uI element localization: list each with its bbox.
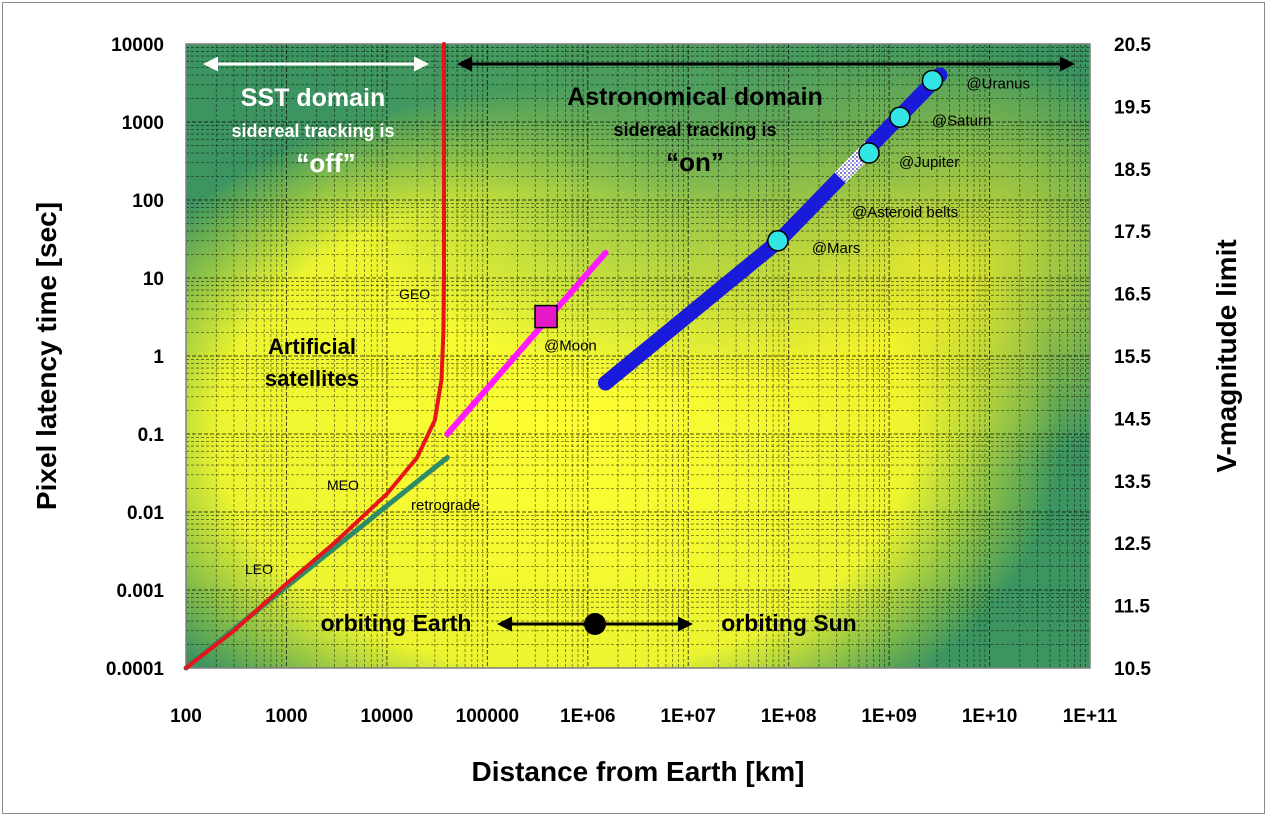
plot-border: [185, 43, 1091, 669]
planet-band-mid: [771, 170, 848, 249]
orbit-boundary-dot: [584, 613, 606, 635]
sst-tracking-line: sidereal tracking is: [231, 121, 394, 141]
x-tick-label: 1E+07: [660, 706, 715, 727]
y2-tick-label: 14.5: [1114, 409, 1151, 430]
x-tick-label: 100000: [456, 706, 519, 727]
x-tick-labels: 100 1000 10000 100000 1E+06 1E+07 1E+08 1E+09 1E…: [170, 706, 1117, 727]
astro-domain-label: Astronomical domain: [567, 83, 823, 111]
mars-marker: [767, 230, 789, 252]
uranus-marker: [921, 69, 944, 92]
y2-tick-label: 19.5: [1114, 97, 1151, 118]
y2-tick-label: 15.5: [1114, 347, 1151, 368]
saturn-label: @Saturn: [932, 112, 991, 129]
y2-tick-label: 10.5: [1114, 659, 1151, 680]
moon-line: [444, 249, 609, 437]
y2-tick-label: 13.5: [1114, 472, 1151, 493]
y-tick-label: 10: [143, 269, 164, 290]
y2-axis-title: V-magnitude limit: [1211, 239, 1242, 472]
y-tick-label: 0.0001: [106, 659, 165, 680]
moon-marker: [534, 304, 558, 329]
x-tick-label: 10000: [360, 706, 413, 727]
y2-tick-label: 20.5: [1114, 35, 1151, 56]
artificial-label-2: satellites: [265, 366, 359, 391]
leo-label: LEO: [245, 561, 273, 577]
y-tick-labels: 0.0001 0.001 0.01 0.1 1 10 100 1000 10000: [106, 35, 165, 680]
x-tick-label: 1E+10: [962, 706, 1017, 727]
x-tick-label: 1E+08: [761, 706, 816, 727]
x-tick-label: 1E+11: [1063, 706, 1118, 727]
orbiting-earth-label: orbiting Earth: [321, 610, 472, 636]
uranus-label: @Uranus: [966, 76, 1030, 93]
moon-label: @Moon: [544, 338, 597, 355]
y-tick-label: 1000: [122, 113, 164, 134]
x-tick-label: 1E+06: [560, 706, 615, 727]
sst-tracking-state: “off”: [296, 148, 355, 178]
asteroid-belts-label: @Asteroid belts: [852, 204, 958, 221]
x-tick-label: 1E+09: [861, 706, 916, 727]
geo-label: GEO: [399, 286, 430, 302]
prograde-line: [184, 42, 446, 670]
y-tick-label: 100: [132, 191, 164, 212]
y-tick-label: 0.001: [116, 581, 164, 602]
planet-band-inner: [597, 233, 787, 391]
artificial-label-1: Artificial: [268, 334, 356, 359]
mars-label: @Mars: [812, 240, 861, 257]
y-tick-label: 0.1: [138, 425, 165, 446]
y2-tick-label: 18.5: [1114, 160, 1151, 181]
x-tick-label: 100: [170, 706, 202, 727]
jupiter-marker: [858, 142, 880, 164]
x-axis-title: Distance from Earth [km]: [472, 756, 805, 787]
y-tick-label: 10000: [111, 35, 164, 56]
sst-domain-label: SST domain: [241, 84, 385, 112]
astro-tracking-state: “on”: [666, 147, 724, 177]
x-tick-label: 1000: [265, 706, 307, 727]
y2-tick-label: 11.5: [1114, 597, 1150, 618]
saturn-marker: [889, 106, 911, 129]
y-tick-label: 0.01: [127, 503, 164, 524]
y2-tick-labels: 10.5 11.5 12.5 13.5 14.5 15.5 16.5 17.5 18.5 19.5…: [1114, 35, 1151, 680]
y2-tick-label: 12.5: [1114, 534, 1151, 555]
y-tick-label: 1: [153, 347, 164, 368]
orbiting-sun-label: orbiting Sun: [721, 610, 856, 636]
marker-layer: @Moon @Mars @Jupiter @Saturn @Uranus: [534, 69, 1030, 355]
jupiter-label: @Jupiter: [899, 154, 959, 171]
meo-label: MEO: [327, 477, 359, 493]
astro-tracking-line: sidereal tracking is: [613, 120, 776, 140]
retrograde-label: retrograde: [411, 497, 480, 514]
y-axis-title: Pixel latency time [sec]: [31, 202, 62, 510]
y2-tick-label: 17.5: [1114, 222, 1151, 243]
y2-tick-label: 16.5: [1114, 285, 1151, 306]
